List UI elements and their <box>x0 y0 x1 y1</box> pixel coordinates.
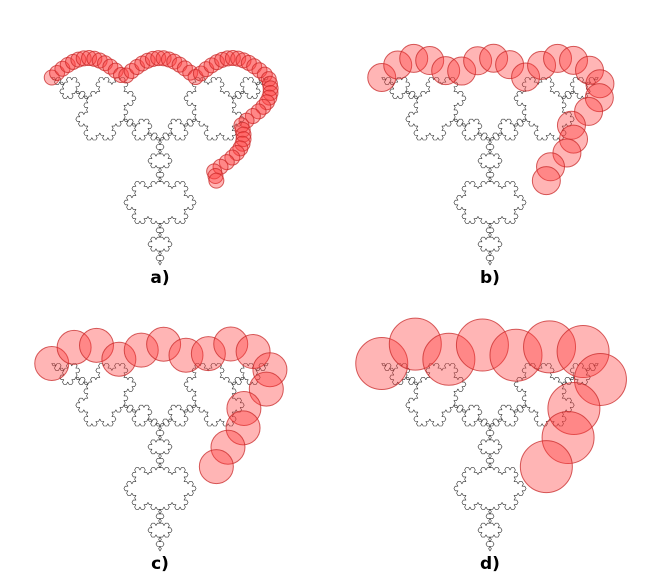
cover-disk-b-5 <box>431 56 461 86</box>
panel-d: d) <box>355 317 627 574</box>
cover-disk-c-12 <box>248 371 284 407</box>
cover-disk-b-6 <box>447 56 477 86</box>
cover-disk-a-14 <box>112 67 129 84</box>
koch-curve-c <box>51 363 269 552</box>
cover-disk-b-1 <box>367 63 397 92</box>
cover-disk-b-12 <box>543 43 573 73</box>
cover-disk-c-14 <box>225 410 261 446</box>
cover-disk-d-10 <box>541 411 595 465</box>
panel-label-c: c) <box>151 554 169 574</box>
cover-disk-b-10 <box>511 62 541 92</box>
cover-disk-a-1 <box>43 69 60 86</box>
cover-disk-d-9 <box>547 382 601 435</box>
cover-disk-b-2 <box>383 50 413 80</box>
cover-disk-a-48 <box>255 98 272 115</box>
cover-disk-b-22 <box>531 166 561 196</box>
cover-disk-c-13 <box>226 391 262 426</box>
cover-disk-d-3 <box>422 332 476 386</box>
cover-disks-c <box>34 326 288 485</box>
cover-disk-a-64 <box>208 172 225 189</box>
cover-disk-b-13 <box>559 45 589 75</box>
cover-disk-d-8 <box>573 352 627 406</box>
panel-label-b: b) <box>480 268 500 288</box>
cover-disk-a-15 <box>118 67 135 84</box>
cover-disk-d-4 <box>455 318 509 372</box>
panel-c: c) <box>34 326 288 574</box>
cover-disk-a-13 <box>107 62 124 79</box>
cover-disk-c-3 <box>78 327 114 363</box>
cover-disk-c-8 <box>190 336 226 372</box>
cover-disk-a-58 <box>228 144 245 161</box>
panel-a: a) <box>43 50 279 288</box>
panel-b: b) <box>367 43 615 288</box>
cover-disk-c-15 <box>210 429 246 465</box>
cover-disk-a-2 <box>49 65 66 82</box>
cover-disk-d-6 <box>523 320 577 374</box>
cover-disk-b-8 <box>479 43 509 73</box>
panel-label-a: a) <box>150 268 169 288</box>
cover-disk-b-19 <box>559 124 589 154</box>
cover-disk-c-16 <box>198 449 234 485</box>
cover-disk-a-43 <box>261 75 278 92</box>
cover-disk-c-6 <box>146 326 182 362</box>
koch-curve-b <box>381 77 599 266</box>
cover-disk-a-63 <box>207 168 224 185</box>
cover-disk-c-11 <box>252 352 288 388</box>
cover-disks-d <box>355 317 627 494</box>
cover-disks-b <box>367 43 615 196</box>
panel-label-d: d) <box>480 554 500 574</box>
cover-disk-b-11 <box>527 50 557 80</box>
cover-disk-c-4 <box>101 341 137 377</box>
cover-disk-a-46 <box>261 89 278 106</box>
cover-disk-a-26 <box>176 60 193 77</box>
cover-disk-d-1 <box>355 337 409 390</box>
cover-disk-d-2 <box>388 317 442 371</box>
cover-disk-b-4 <box>415 46 445 76</box>
cover-disk-b-3 <box>399 43 429 73</box>
cover-disk-b-7 <box>463 46 493 76</box>
cover-disk-b-9 <box>495 50 525 80</box>
cover-disk-d-7 <box>556 325 610 379</box>
cover-disk-a-22 <box>155 50 172 67</box>
cover-disks-a <box>43 50 279 189</box>
cover-disk-c-9 <box>213 326 249 362</box>
koch-curve-a <box>51 77 269 266</box>
koch-curve-d <box>381 363 599 552</box>
cover-disk-a-29 <box>192 65 209 82</box>
cover-disk-d-5 <box>489 328 543 382</box>
cover-disk-d-11 <box>519 440 573 494</box>
cover-disk-c-5 <box>123 332 159 368</box>
